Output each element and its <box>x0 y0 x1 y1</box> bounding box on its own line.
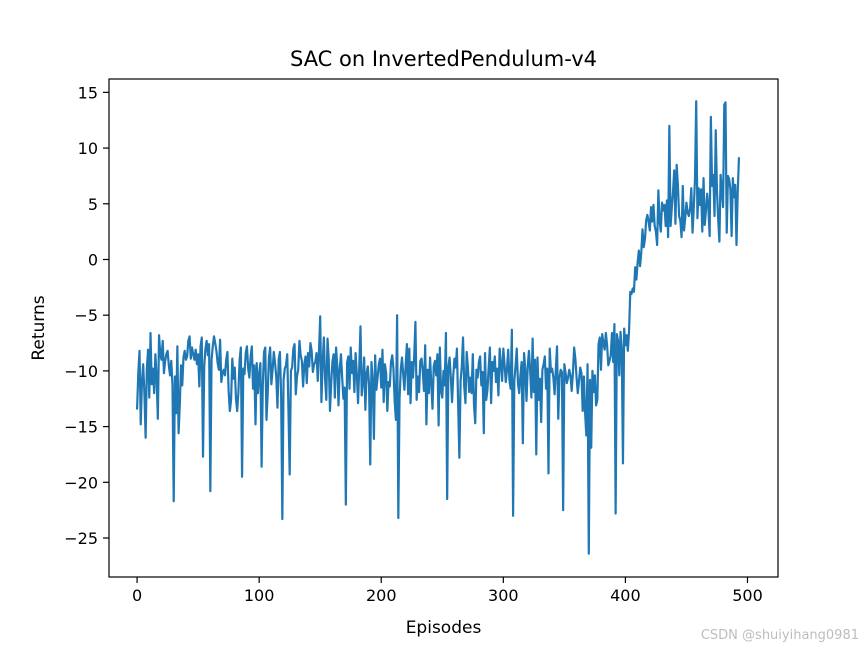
x-axis: 0 100 200 300 400 500 <box>132 577 763 605</box>
series-layer <box>135 100 741 555</box>
y-tick-label: −15 <box>64 418 98 437</box>
x-tick-label: 300 <box>488 586 519 605</box>
x-tick-label: 500 <box>732 586 763 605</box>
y-axis: 15 10 5 0 −5 −10 −15 −20 −25 <box>64 83 109 548</box>
y-tick-label: 5 <box>88 195 98 214</box>
y-tick-label: −5 <box>74 306 98 325</box>
plot-area <box>108 78 779 578</box>
x-tick-label: 200 <box>366 586 397 605</box>
x-tick-label: 400 <box>610 586 641 605</box>
y-tick-label: −20 <box>64 473 98 492</box>
y-axis-label: Returns <box>29 295 49 360</box>
y-tick-label: −10 <box>64 362 98 381</box>
x-axis-label: Episodes <box>406 618 482 638</box>
y-tick-label: 15 <box>78 83 98 102</box>
chart-title: SAC on InvertedPendulum-v4 <box>290 47 597 71</box>
y-tick-label: 10 <box>78 139 98 158</box>
y-tick-label: −25 <box>64 529 98 548</box>
x-tick-label: 0 <box>132 586 142 605</box>
y-tick-label: 0 <box>88 250 98 269</box>
x-tick-label: 100 <box>244 586 275 605</box>
series-line <box>135 100 741 555</box>
watermark-text: CSDN @shuiyihang0981 <box>700 628 859 643</box>
